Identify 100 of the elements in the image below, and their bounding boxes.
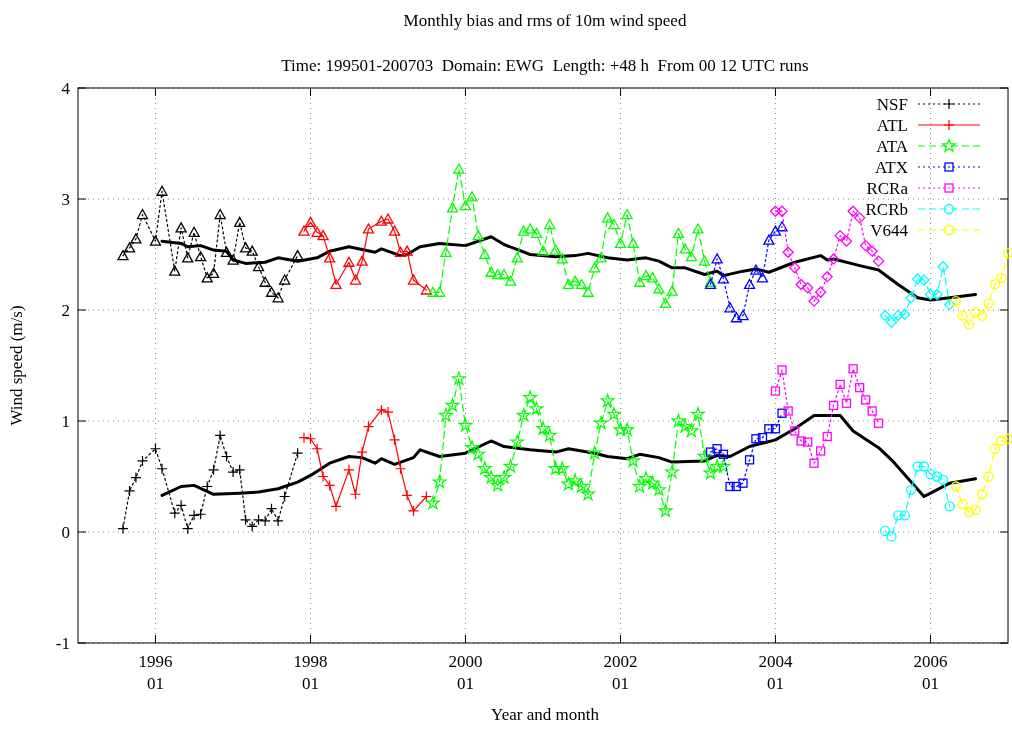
point <box>796 436 806 446</box>
point <box>834 229 846 242</box>
point <box>601 212 614 223</box>
point <box>388 225 401 236</box>
point <box>188 509 200 521</box>
point <box>536 421 551 435</box>
point <box>239 242 252 253</box>
point <box>343 464 355 476</box>
point <box>432 474 447 489</box>
point <box>511 252 523 263</box>
point <box>587 445 602 460</box>
point <box>937 474 949 485</box>
point <box>697 449 712 463</box>
point <box>516 408 531 422</box>
point <box>809 458 819 468</box>
point <box>835 379 845 390</box>
point <box>471 447 486 461</box>
point <box>685 251 698 262</box>
point <box>963 506 975 518</box>
point <box>866 245 878 257</box>
point <box>136 455 149 467</box>
point <box>983 298 994 309</box>
point <box>783 406 793 416</box>
point <box>873 418 884 428</box>
point <box>117 523 129 535</box>
legend-label: RCRa <box>866 179 909 198</box>
legend-label: ATL <box>876 116 908 135</box>
point <box>665 464 680 479</box>
point <box>503 459 518 473</box>
point <box>867 406 877 416</box>
point <box>1002 433 1012 444</box>
point <box>718 449 729 459</box>
point <box>963 319 975 330</box>
point <box>711 253 723 264</box>
point <box>362 223 375 234</box>
point <box>272 515 284 527</box>
point <box>562 278 575 290</box>
point <box>388 434 401 446</box>
point <box>763 234 775 245</box>
point <box>265 503 278 515</box>
x-tick-label: 2002 01 <box>603 652 638 693</box>
point <box>679 243 691 254</box>
point <box>246 245 258 256</box>
point <box>227 466 239 478</box>
point <box>776 221 788 232</box>
point <box>544 218 556 230</box>
y-tick-label: -1 <box>55 634 70 653</box>
point <box>466 191 478 202</box>
point <box>905 292 917 304</box>
point <box>549 244 562 255</box>
point <box>828 400 839 411</box>
point <box>769 225 782 236</box>
point <box>950 481 962 492</box>
point <box>931 288 943 301</box>
point <box>770 386 781 396</box>
point <box>653 283 665 294</box>
point <box>983 471 994 482</box>
point <box>175 222 187 233</box>
point <box>498 268 510 280</box>
point <box>445 398 460 412</box>
point <box>855 383 865 393</box>
point <box>957 310 968 321</box>
point <box>614 237 627 249</box>
point <box>451 371 466 385</box>
point <box>324 252 336 263</box>
point <box>886 531 897 542</box>
point <box>847 205 859 217</box>
point <box>716 459 731 473</box>
x-tick-label: 2004 01 <box>758 652 793 693</box>
point <box>259 515 271 527</box>
point <box>317 470 329 483</box>
point <box>490 478 505 492</box>
point <box>259 276 271 287</box>
point <box>304 216 317 227</box>
point <box>899 308 911 321</box>
point <box>149 443 162 455</box>
point <box>770 424 781 434</box>
point <box>970 307 981 318</box>
point <box>356 446 368 458</box>
point <box>879 309 891 322</box>
legend-label: ATA <box>876 137 909 156</box>
point <box>814 286 827 298</box>
point <box>608 218 620 230</box>
point <box>529 401 544 415</box>
point <box>453 163 465 174</box>
point <box>438 408 453 422</box>
point <box>710 459 725 473</box>
x-tick-label: 2006 01 <box>913 652 948 693</box>
point <box>188 226 200 237</box>
point <box>931 471 943 482</box>
point <box>568 473 583 487</box>
point <box>420 490 433 503</box>
point <box>561 477 576 491</box>
point <box>227 254 239 265</box>
point <box>524 223 536 234</box>
point <box>136 208 149 220</box>
point <box>782 246 794 258</box>
point <box>497 470 512 484</box>
point <box>944 298 956 311</box>
point <box>892 309 904 322</box>
